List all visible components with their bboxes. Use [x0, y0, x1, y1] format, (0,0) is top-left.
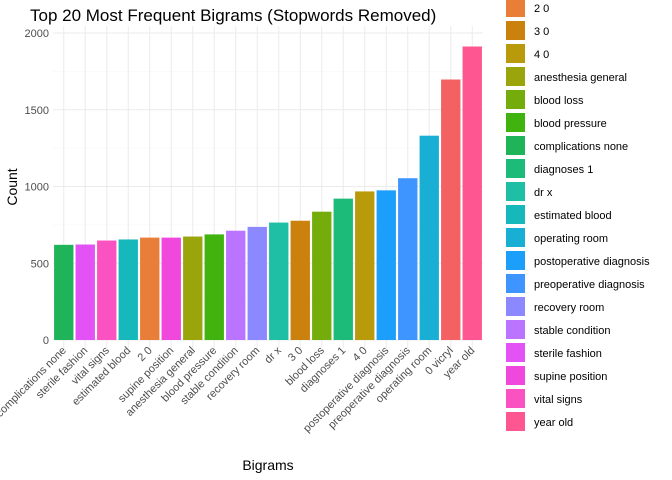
- bar: [118, 239, 138, 340]
- legend-item: 2 0: [506, 0, 549, 17]
- legend-swatch: [506, 67, 525, 86]
- chart-title: Top 20 Most Frequent Bigrams (Stopwords …: [30, 6, 436, 25]
- legend-swatch: [506, 389, 525, 408]
- bar: [290, 220, 310, 340]
- legend-swatch: [506, 297, 525, 316]
- legend-label: complications none: [534, 141, 628, 153]
- legend-item: blood loss: [506, 90, 584, 109]
- legend: 2 0 3 0 4 0 anesthesia general blood loss blo…: [506, 0, 650, 431]
- legend-item: vital signs: [506, 389, 583, 408]
- legend-swatch: [506, 251, 525, 270]
- legend-label: blood pressure: [534, 118, 607, 130]
- x-axis-title: Bigrams: [242, 457, 293, 473]
- legend-swatch: [506, 44, 525, 63]
- legend-item: operating room: [506, 228, 608, 247]
- legend-item: 4 0: [506, 44, 549, 63]
- legend-item: dr x: [506, 182, 553, 201]
- legend-item: stable condition: [506, 320, 610, 339]
- bar: [161, 237, 181, 340]
- legend-item: 3 0: [506, 21, 549, 40]
- y-tick-label: 1000: [25, 182, 49, 194]
- bar: [75, 244, 95, 340]
- legend-label: vital signs: [534, 394, 583, 406]
- legend-swatch: [506, 366, 525, 385]
- bar: [183, 236, 203, 340]
- bar: [247, 226, 267, 340]
- legend-swatch: [506, 182, 525, 201]
- legend-swatch: [506, 320, 525, 339]
- grid: [53, 26, 483, 348]
- legend-swatch: [506, 0, 525, 17]
- bar: [97, 240, 117, 340]
- legend-label: estimated blood: [534, 210, 612, 222]
- bar: [140, 237, 160, 340]
- bar: [226, 230, 246, 340]
- legend-swatch: [506, 205, 525, 224]
- legend-item: complications none: [506, 136, 628, 155]
- legend-label: sterile fashion: [534, 348, 602, 360]
- bar: [441, 79, 461, 340]
- legend-item: preoperative diagnosis: [506, 274, 645, 293]
- legend-label: stable condition: [534, 325, 610, 337]
- legend-label: anesthesia general: [534, 72, 627, 84]
- legend-label: preoperative diagnosis: [534, 279, 645, 291]
- y-axis-title: Count: [4, 168, 20, 205]
- bar: [462, 46, 482, 341]
- bar: [398, 178, 418, 340]
- legend-label: 2 0: [534, 3, 549, 15]
- bar: [54, 244, 74, 340]
- legend-swatch: [506, 113, 525, 132]
- legend-label: blood loss: [534, 95, 584, 107]
- y-tick-label: 0: [43, 335, 49, 347]
- legend-item: supine position: [506, 366, 607, 385]
- bar: [269, 222, 289, 340]
- legend-label: postoperative diagnosis: [534, 256, 650, 268]
- legend-label: operating room: [534, 233, 608, 245]
- bar: [204, 234, 224, 340]
- legend-label: diagnoses 1: [534, 164, 593, 176]
- bars: [54, 46, 482, 341]
- bar: [333, 198, 353, 340]
- y-tick-labels: 0 500 1000 1500 2000: [25, 28, 49, 347]
- legend-item: sterile fashion: [506, 343, 602, 362]
- legend-item: recovery room: [506, 297, 604, 316]
- y-tick-label: 500: [31, 258, 49, 270]
- legend-swatch: [506, 136, 525, 155]
- bar: [376, 190, 396, 340]
- bar: [355, 191, 375, 340]
- legend-item: anesthesia general: [506, 67, 627, 86]
- legend-label: 3 0: [534, 26, 549, 38]
- bar: [419, 135, 439, 340]
- legend-item: diagnoses 1: [506, 159, 593, 178]
- y-tick-label: 1500: [25, 105, 49, 117]
- legend-label: supine position: [534, 371, 607, 383]
- legend-item: estimated blood: [506, 205, 612, 224]
- y-tick-label: 2000: [25, 28, 49, 40]
- legend-swatch: [506, 159, 525, 178]
- legend-swatch: [506, 412, 525, 431]
- legend-label: 4 0: [534, 49, 549, 61]
- legend-swatch: [506, 343, 525, 362]
- legend-item: blood pressure: [506, 113, 607, 132]
- legend-item: year old: [506, 412, 573, 431]
- legend-swatch: [506, 228, 525, 247]
- legend-label: dr x: [534, 187, 553, 199]
- legend-label: year old: [534, 417, 573, 429]
- legend-swatch: [506, 274, 525, 293]
- legend-swatch: [506, 21, 525, 40]
- legend-swatch: [506, 90, 525, 109]
- bar: [312, 211, 332, 340]
- legend-item: postoperative diagnosis: [506, 251, 650, 270]
- x-tick-label: dr x: [262, 344, 284, 366]
- legend-label: recovery room: [534, 302, 604, 314]
